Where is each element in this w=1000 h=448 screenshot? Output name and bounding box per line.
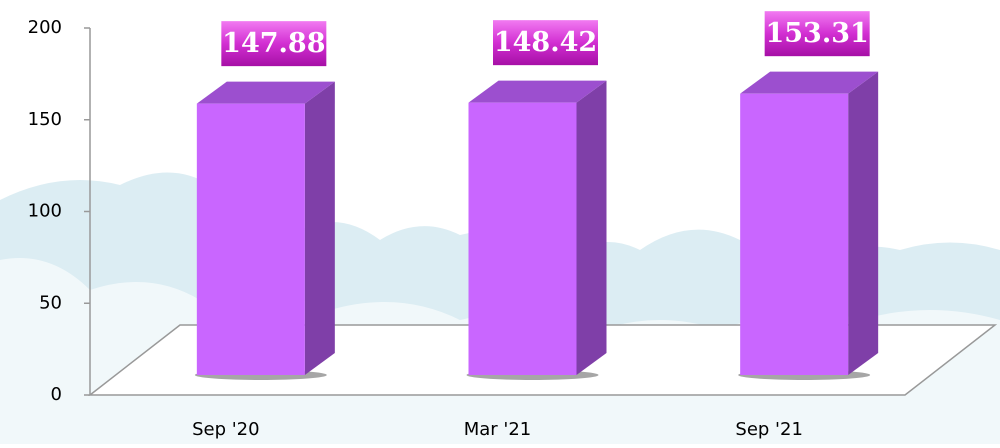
bar bbox=[740, 94, 848, 375]
x-tick-label: Sep '20 bbox=[192, 419, 260, 440]
bar-side bbox=[305, 82, 335, 375]
bar bbox=[197, 104, 305, 375]
bar-side bbox=[848, 72, 878, 375]
x-tick-label: Sep '21 bbox=[735, 419, 803, 440]
y-tick-label: 0 bbox=[51, 384, 62, 405]
value-label: 153.31 bbox=[765, 18, 868, 49]
y-tick-label: 100 bbox=[28, 201, 62, 222]
y-tick-label: 150 bbox=[28, 109, 62, 130]
page: {"chart_data": {"type": "bar3d", "catego… bbox=[0, 0, 1000, 444]
bar bbox=[469, 103, 577, 375]
value-label: 147.88 bbox=[222, 28, 325, 59]
y-tick-label: 200 bbox=[28, 17, 62, 38]
value-label: 148.42 bbox=[494, 27, 597, 58]
chart: 0 50 100 150 200 Sep '20 147.88 Mar '21 148.42 Se… bbox=[0, 0, 1000, 444]
bar-side bbox=[577, 81, 607, 375]
y-tick-label: 50 bbox=[39, 292, 62, 313]
x-tick-label: Mar '21 bbox=[464, 419, 532, 440]
